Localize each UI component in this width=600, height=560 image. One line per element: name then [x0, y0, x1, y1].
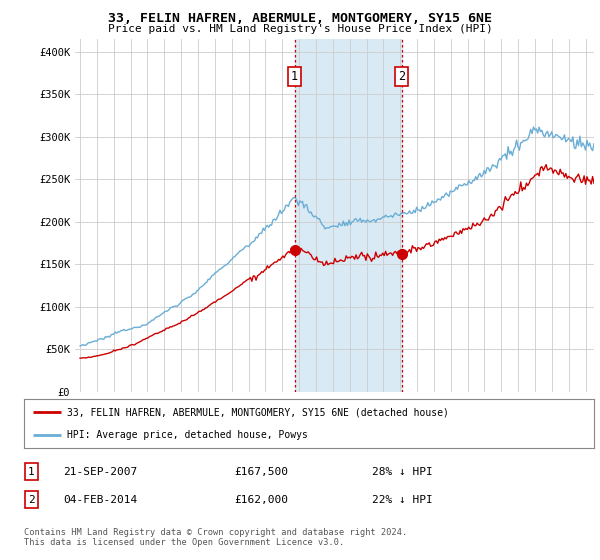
Text: 28% ↓ HPI: 28% ↓ HPI: [372, 466, 433, 477]
Text: 1: 1: [28, 466, 35, 477]
Text: 2: 2: [28, 494, 35, 505]
Text: 21-SEP-2007: 21-SEP-2007: [63, 466, 137, 477]
Text: Contains HM Land Registry data © Crown copyright and database right 2024.
This d: Contains HM Land Registry data © Crown c…: [24, 528, 407, 547]
Text: 33, FELIN HAFREN, ABERMULE, MONTGOMERY, SY15 6NE (detached house): 33, FELIN HAFREN, ABERMULE, MONTGOMERY, …: [67, 407, 449, 417]
Text: 04-FEB-2014: 04-FEB-2014: [63, 494, 137, 505]
Text: 33, FELIN HAFREN, ABERMULE, MONTGOMERY, SY15 6NE: 33, FELIN HAFREN, ABERMULE, MONTGOMERY, …: [108, 12, 492, 25]
Text: £167,500: £167,500: [234, 466, 288, 477]
Text: 2: 2: [398, 70, 405, 83]
Text: HPI: Average price, detached house, Powys: HPI: Average price, detached house, Powy…: [67, 430, 308, 440]
Text: £162,000: £162,000: [234, 494, 288, 505]
Text: Price paid vs. HM Land Registry's House Price Index (HPI): Price paid vs. HM Land Registry's House …: [107, 24, 493, 34]
Text: 22% ↓ HPI: 22% ↓ HPI: [372, 494, 433, 505]
Text: 1: 1: [291, 70, 298, 83]
Bar: [295, 39, 402, 392]
